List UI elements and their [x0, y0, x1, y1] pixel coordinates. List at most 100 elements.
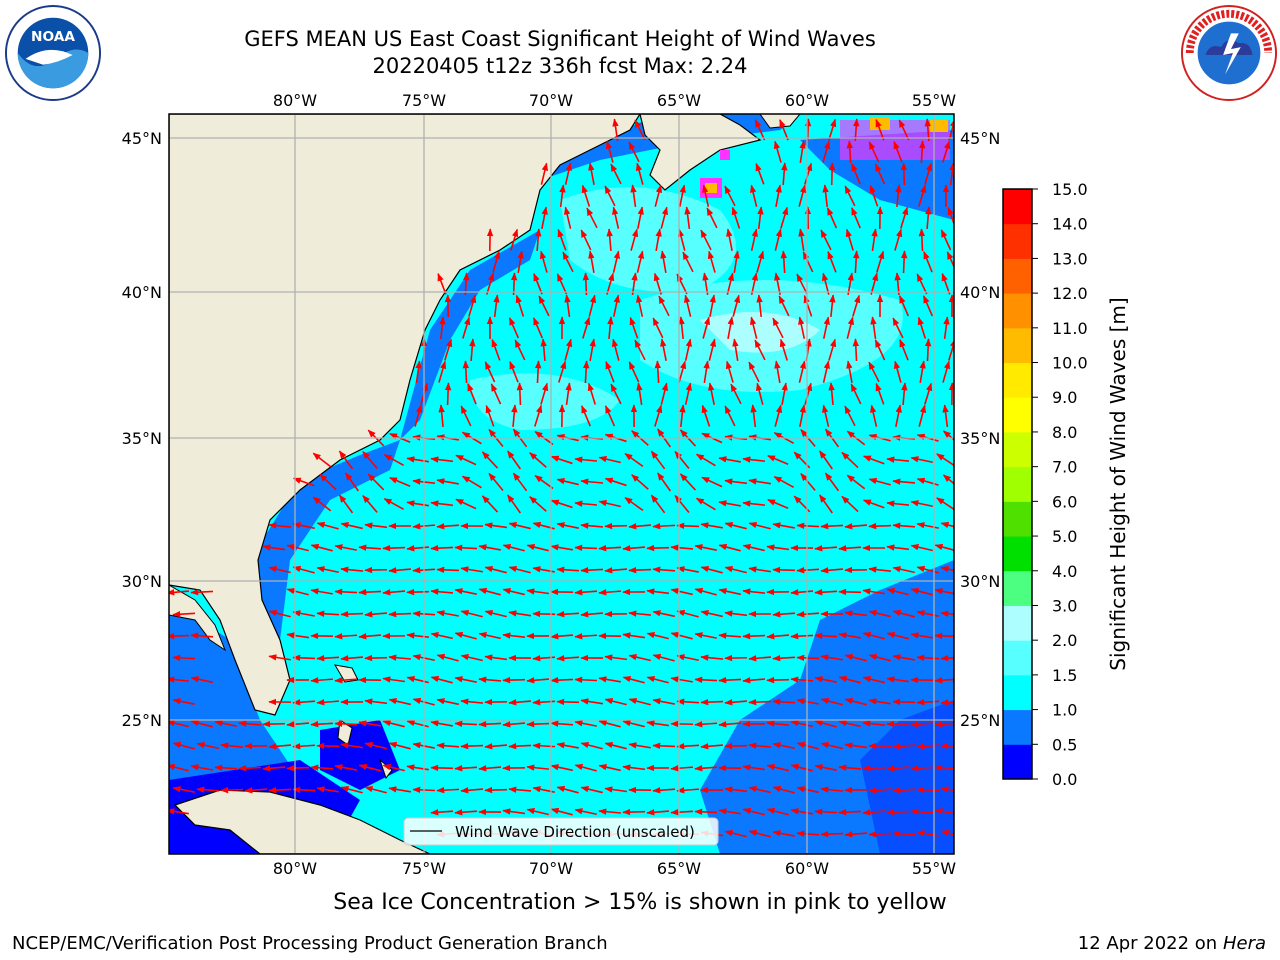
wave-direction-arrow	[870, 316, 877, 340]
wave-direction-arrow	[622, 675, 645, 684]
wave-direction-arrow	[460, 742, 484, 750]
wave-direction-arrow	[526, 764, 550, 771]
wave-direction-arrow	[766, 633, 790, 640]
wave-direction-arrow	[508, 317, 520, 339]
wave-direction-arrow	[892, 698, 916, 706]
wave-direction-arrow	[670, 544, 694, 551]
wave-direction-arrow	[564, 162, 572, 185]
wave-direction-arrow	[942, 140, 951, 163]
wave-direction-arrow	[190, 589, 214, 596]
wave-direction-arrow	[628, 141, 640, 163]
wave-direction-arrow	[828, 382, 835, 406]
wave-direction-arrow	[936, 497, 954, 511]
wave-direction-arrow	[634, 119, 646, 141]
wave-direction-arrow	[622, 719, 645, 728]
wave-direction-arrow	[862, 588, 885, 595]
wave-direction-arrow	[532, 610, 556, 618]
wave-direction-arrow	[388, 654, 412, 661]
wave-direction-arrow	[415, 360, 422, 384]
wave-direction-arrow	[916, 273, 928, 295]
wave-direction-arrow	[892, 478, 916, 485]
wave-direction-arrow	[742, 764, 766, 771]
wave-direction-arrow	[790, 720, 813, 728]
wave-direction-arrow	[796, 611, 820, 618]
colorbar-tick-label: 2.0	[1052, 631, 1077, 650]
wave-direction-arrow	[934, 808, 954, 815]
wave-direction-arrow	[767, 499, 789, 509]
wave-direction-arrow	[478, 720, 502, 728]
wave-direction-arrow	[894, 272, 901, 296]
wave-direction-arrow	[750, 272, 758, 295]
wave-direction-arrow	[292, 699, 316, 706]
wave-direction-arrow	[694, 632, 717, 639]
wave-direction-arrow	[775, 184, 782, 207]
wave-direction-arrow	[598, 764, 621, 772]
wave-direction-arrow	[454, 631, 477, 640]
wave-direction-arrow	[773, 476, 795, 488]
wave-direction-arrow	[828, 162, 836, 186]
wave-direction-arrow	[919, 360, 926, 383]
wave-direction-arrow	[286, 632, 310, 639]
wave-direction-arrow	[748, 786, 771, 794]
wave-direction-arrow	[940, 829, 954, 837]
wave-direction-arrow	[604, 654, 628, 661]
shelf-zone	[400, 230, 540, 440]
wave-direction-arrow	[754, 339, 766, 361]
wave-direction-arrow	[726, 228, 733, 251]
wave-direction-arrow	[587, 382, 596, 405]
wave-direction-arrow	[820, 567, 844, 574]
wave-direction-arrow	[868, 522, 892, 530]
wave-direction-arrow	[538, 295, 550, 317]
wave-direction-arrow	[724, 610, 748, 617]
wave-direction-arrow	[526, 588, 550, 595]
wave-direction-arrow	[916, 565, 939, 574]
wave-direction-arrow	[598, 719, 621, 728]
wave-direction-arrow	[750, 404, 757, 428]
wave-direction-arrow	[535, 228, 542, 252]
wave-direction-arrow	[852, 338, 860, 362]
colorbar-tick-label: 3.0	[1052, 596, 1077, 615]
wave-direction-arrow	[694, 676, 718, 684]
wave-direction-arrow	[851, 163, 861, 185]
wave-direction-arrow	[796, 654, 820, 662]
wave-direction-arrow	[574, 808, 597, 816]
wave-direction-arrow	[749, 316, 758, 339]
wave-direction-arrow	[406, 545, 430, 552]
wave-direction-arrow	[406, 588, 430, 596]
wave-direction-arrow	[588, 294, 597, 317]
colorbar-bin	[1003, 258, 1032, 294]
wave-direction-arrow	[532, 317, 544, 339]
wave-direction-arrow	[169, 676, 190, 683]
wave-direction-arrow	[790, 676, 814, 683]
wave-direction-arrow	[604, 405, 616, 427]
wave-direction-arrow	[580, 786, 603, 794]
wave-direction-arrow	[949, 162, 954, 186]
wave-direction-arrow	[925, 206, 932, 230]
wave-direction-arrow	[918, 228, 926, 252]
wave-direction-arrow	[583, 360, 590, 384]
wave-direction-arrow	[750, 228, 758, 251]
wave-direction-arrow	[893, 360, 902, 383]
wave-direction-arrow	[358, 544, 382, 551]
wave-direction-arrow	[653, 272, 662, 295]
wave-direction-arrow	[733, 250, 740, 273]
wave-direction-arrow	[190, 719, 213, 728]
wave-direction-arrow	[916, 477, 939, 486]
wave-direction-arrow	[286, 764, 310, 772]
wave-direction-arrow	[502, 588, 525, 596]
wave-direction-arrow	[748, 742, 772, 749]
wave-direction-arrow	[684, 338, 692, 361]
wave-direction-arrow	[550, 633, 574, 640]
wave-direction-arrow	[628, 610, 652, 617]
wave-direction-arrow	[533, 273, 543, 295]
wave-direction-arrow	[660, 206, 669, 229]
wave-direction-arrow	[358, 763, 381, 772]
wave-direction-arrow	[382, 676, 406, 683]
wave-direction-arrow	[844, 610, 868, 617]
wave-direction-arrow	[796, 741, 819, 750]
wave-direction-arrow	[802, 251, 814, 273]
wave-direction-arrow	[798, 360, 806, 383]
colorbar-tick-label: 13.0	[1052, 249, 1088, 268]
wave-direction-arrow	[406, 632, 430, 639]
wave-direction-arrow	[798, 316, 806, 339]
